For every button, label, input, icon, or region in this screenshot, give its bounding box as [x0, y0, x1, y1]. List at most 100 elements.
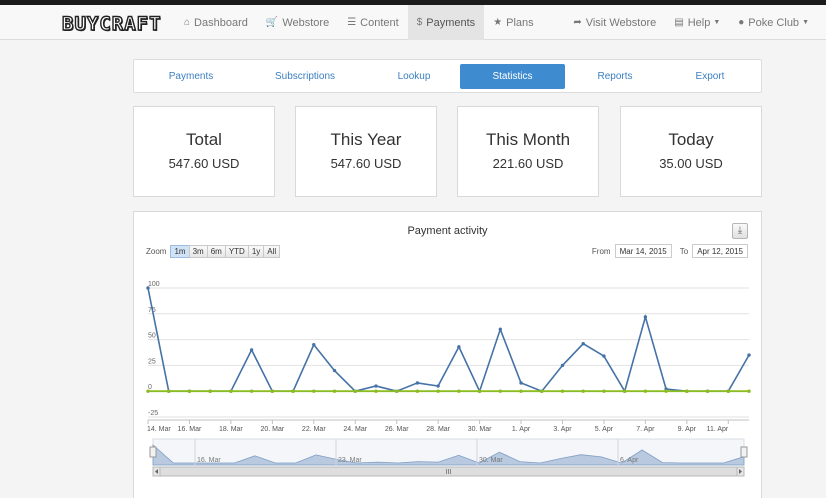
data-point[interactable] — [312, 343, 316, 347]
payment-activity-panel: 100 75 50 25 0 -25 14. Mar 16. Mar 18. Mar 20. Ma… — [133, 211, 762, 498]
data-point[interactable] — [332, 389, 337, 393]
x-tick-label: 24. Mar — [343, 426, 367, 433]
nav-help[interactable]: ▤ Help ▼ — [665, 5, 729, 40]
navbar: BUYCRAFT ⌂ Dashboard 🛒 Webstore ☰ Content $ Pay… — [0, 5, 826, 40]
y-tick-label: 0 — [148, 384, 152, 391]
data-point[interactable] — [394, 389, 399, 393]
data-point[interactable] — [498, 389, 503, 393]
data-point[interactable] — [602, 354, 606, 358]
data-point[interactable] — [291, 389, 295, 393]
data-point[interactable] — [332, 368, 337, 373]
data-point[interactable] — [457, 389, 461, 393]
data-point[interactable] — [249, 389, 254, 393]
data-point[interactable] — [519, 389, 523, 393]
nav-label: Plans — [506, 16, 534, 29]
nav-payments[interactable]: $ Payments — [407, 5, 485, 40]
data-point[interactable] — [685, 389, 689, 393]
data-point[interactable] — [519, 381, 523, 385]
data-point[interactable] — [602, 389, 606, 393]
data-point[interactable] — [146, 286, 150, 290]
data-point[interactable] — [747, 389, 751, 393]
stat-title: Total — [186, 130, 222, 149]
data-point[interactable] — [415, 389, 420, 393]
data-point[interactable] — [581, 389, 585, 393]
data-point[interactable] — [436, 384, 440, 388]
zoom-button-ytd[interactable]: YTD — [224, 245, 249, 258]
arrow-left-icon — [155, 469, 158, 474]
tab-subscriptions[interactable]: Subscriptions — [274, 71, 336, 82]
data-point[interactable] — [540, 389, 544, 393]
tab-payments[interactable]: Payments — [168, 71, 214, 82]
stat-value: 547.60 USD — [330, 156, 402, 171]
nav-label: Poke Club — [748, 16, 800, 29]
data-point[interactable] — [726, 389, 730, 393]
zoom-button-3m[interactable]: 3m — [188, 245, 208, 258]
y-tick-label: -25 — [148, 410, 158, 417]
data-point[interactable] — [747, 353, 751, 357]
nav-webstore[interactable]: 🛒 Webstore — [257, 5, 338, 40]
data-point[interactable] — [208, 389, 212, 393]
x-tick-label: 1. Apr — [512, 426, 531, 433]
zoom-button-1y[interactable]: 1y — [247, 245, 265, 258]
data-point[interactable] — [498, 327, 503, 331]
zoom-button-all[interactable]: All — [263, 245, 281, 258]
x-tick-label: 14. Mar — [147, 426, 171, 433]
tab-lookup[interactable]: Lookup — [397, 71, 431, 82]
download-icon[interactable]: ⤓ — [732, 223, 748, 239]
data-point[interactable] — [436, 389, 440, 393]
zoom-button-1m[interactable]: 1m — [170, 245, 190, 258]
y-tick-label: 50 — [148, 333, 156, 340]
stat-title: Today — [668, 130, 714, 149]
nav-label: Content — [360, 16, 399, 29]
data-point[interactable] — [643, 389, 648, 393]
data-point[interactable] — [581, 342, 585, 346]
data-point[interactable] — [374, 389, 378, 393]
data-point[interactable] — [146, 389, 150, 393]
x-tick-label: 9. Apr — [678, 426, 697, 433]
tab-statistics[interactable]: Statistics — [460, 64, 565, 89]
data-point[interactable] — [167, 389, 171, 393]
nav-label: Payments — [426, 16, 476, 29]
data-point[interactable] — [457, 345, 461, 349]
data-point[interactable] — [622, 389, 627, 393]
x-tick-label: 26. Mar — [385, 426, 409, 433]
navigator-label: 16. Mar — [197, 457, 221, 464]
data-point[interactable] — [249, 348, 254, 352]
data-point[interactable] — [560, 363, 565, 368]
x-tick-label: 22. Mar — [302, 426, 326, 433]
stat-title: This Month — [485, 130, 571, 149]
data-point[interactable] — [643, 315, 648, 319]
nav-visit-webstore[interactable]: ➦ Visit Webstore — [564, 5, 665, 40]
caret-down-icon: ▼ — [802, 19, 809, 26]
tab-export[interactable]: Export — [695, 71, 725, 82]
data-point[interactable] — [187, 389, 192, 393]
logo[interactable]: BUYCRAFT — [61, 12, 162, 35]
x-tick-label: 16. Mar — [178, 426, 202, 433]
chart-title: Payment activity — [407, 225, 488, 237]
navigator-left-handle[interactable] — [149, 446, 157, 458]
x-tick-label: 5. Apr — [595, 426, 614, 433]
data-point[interactable] — [229, 389, 233, 393]
home-icon: ⌂ — [184, 17, 191, 28]
navigator-right-handle[interactable] — [740, 446, 748, 458]
zoom-button-6m[interactable]: 6m — [206, 245, 226, 258]
date-range: From Mar 14, 2015 To Apr 12, 2015 — [592, 244, 748, 258]
data-point[interactable] — [705, 389, 710, 393]
nav-plans[interactable]: ★ Plans — [484, 5, 543, 40]
data-point[interactable] — [270, 389, 275, 393]
from-date-input[interactable]: Mar 14, 2015 — [614, 244, 672, 258]
data-point[interactable] — [477, 389, 482, 393]
nav-label: Help — [687, 16, 711, 29]
data-point[interactable] — [374, 384, 378, 388]
data-point[interactable] — [664, 389, 668, 393]
nav-content[interactable]: ☰ Content — [338, 5, 408, 40]
data-point[interactable] — [353, 389, 357, 393]
data-point[interactable] — [312, 389, 316, 393]
nav-poke-club[interactable]: ● Poke Club ▼ — [729, 5, 818, 40]
to-date-input[interactable]: Apr 12, 2015 — [692, 244, 748, 258]
data-point[interactable] — [415, 381, 420, 385]
nav-dashboard[interactable]: ⌂ Dashboard — [175, 5, 257, 40]
data-point[interactable] — [560, 389, 565, 393]
x-tick-label: 7. Apr — [636, 426, 655, 433]
tab-reports[interactable]: Reports — [597, 71, 633, 82]
